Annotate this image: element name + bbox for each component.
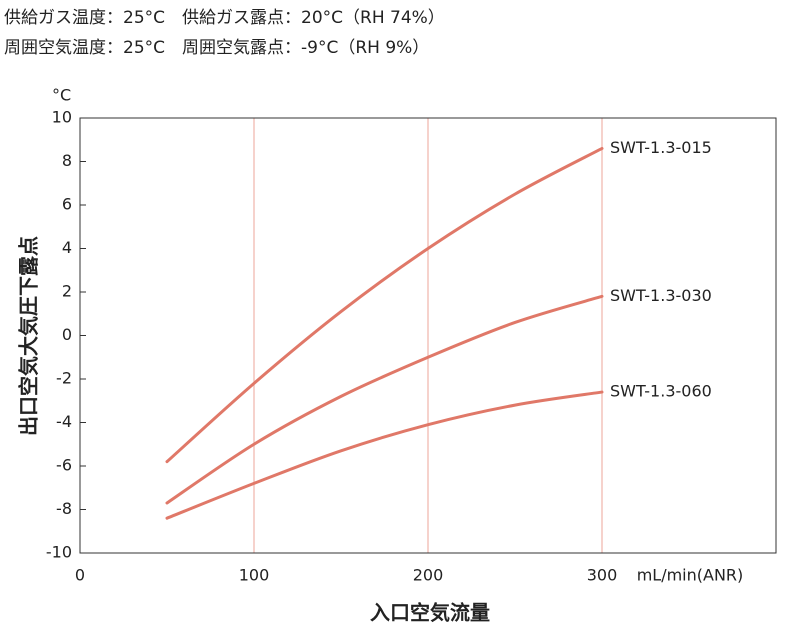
line — [165, 294, 604, 505]
x-tick-label: 300 — [587, 566, 618, 585]
y-tick-label: 6 — [62, 195, 72, 214]
y-tick-label: -6 — [56, 456, 72, 475]
plot-frame — [79, 117, 777, 554]
note: 周囲空気温度：25°C 周囲空気露点：-9°C（RH 9%） — [4, 38, 429, 58]
line — [165, 146, 604, 464]
y-tick-label: 8 — [62, 151, 72, 170]
y-unit: °C — [52, 86, 71, 105]
series-label: SWT-1.3-060 — [610, 382, 712, 401]
y-tick-label: -2 — [56, 369, 72, 388]
series-label: SWT-1.3-015 — [610, 138, 712, 157]
y-tick-label: 0 — [62, 325, 72, 344]
y-tick-label: -10 — [46, 543, 72, 562]
y-axis-label: 出口空気大気圧下露点 — [17, 236, 41, 436]
y-tick-label: 4 — [62, 238, 72, 257]
x-unit: mL/min(ANR) — [637, 566, 744, 585]
y-tick-label: -8 — [56, 499, 72, 518]
x-tick-label: 100 — [239, 566, 270, 585]
series-label: SWT-1.3-030 — [610, 286, 712, 305]
x-tick-label: 200 — [413, 566, 444, 585]
x-tick-label: 0 — [75, 566, 85, 585]
line — [165, 390, 604, 520]
note: 供給ガス温度：25°C 供給ガス露点：20°C（RH 74%） — [4, 8, 445, 28]
x-axis-label: 入口空気流量 — [370, 601, 490, 625]
y-tick-label: 10 — [52, 108, 72, 127]
y-tick-label: -4 — [56, 412, 72, 431]
y-tick-label: 2 — [62, 282, 72, 301]
